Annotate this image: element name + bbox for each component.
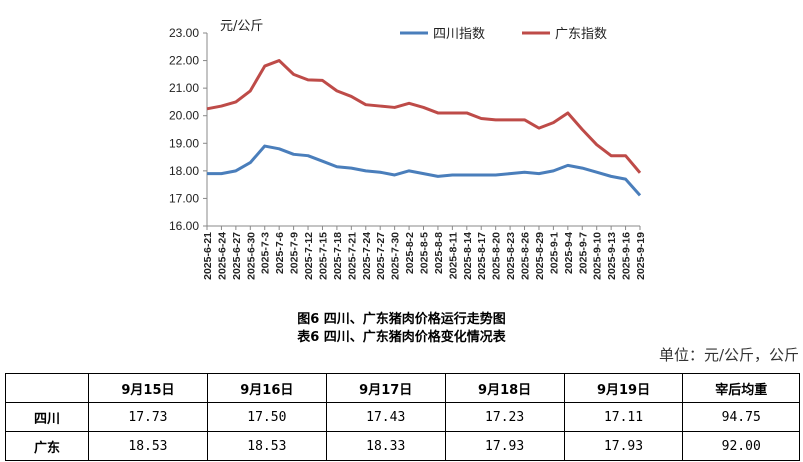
header-cell: 9月16日 [206, 373, 327, 403]
header-cell: 9月15日 [88, 373, 208, 403]
x-tick-label: 2025-6-27 [231, 232, 243, 280]
series-line-sichuan [207, 144, 642, 197]
x-tick-label: 2025-8-8 [433, 232, 445, 274]
y-tick-label: 16.00 [169, 219, 199, 233]
legend-label: 四川指数 [433, 27, 485, 42]
unit-label: 元/公斤 [220, 19, 263, 34]
x-tick-label: 2025-6-30 [245, 232, 257, 280]
cell: 17.43 [325, 402, 446, 432]
x-tick-label: 2025-9-10 [592, 232, 604, 280]
header-cell: 宰后均重 [682, 373, 800, 403]
cell: 17.93 [444, 431, 565, 461]
x-tick-label: 2025-7-30 [390, 232, 402, 280]
cell: 17.50 [206, 402, 327, 432]
x-tick-label: 2025-7-9 [289, 232, 301, 274]
x-tick-label: 2025-7-15 [317, 232, 329, 280]
y-tick-label: 19.00 [169, 136, 199, 150]
cell: 94.75 [682, 402, 800, 432]
row-label: 广东 [5, 431, 89, 461]
x-tick-label: 2025-7-3 [260, 232, 272, 274]
y-tick-label: 17.00 [169, 191, 199, 205]
cell: 18.53 [206, 431, 327, 461]
x-tick-label: 2025-9-16 [621, 232, 633, 280]
unit-label: 单位：元/公斤，公斤 [658, 346, 799, 364]
x-tick-label: 2025-8-26 [520, 232, 532, 280]
y-tick-label: 20.00 [169, 109, 199, 123]
header-cell: 9月17日 [325, 373, 446, 403]
y-tick-label: 23.00 [169, 26, 199, 40]
x-tick-label: 2025-9-7 [577, 232, 589, 274]
x-tick-label: 2025-8-20 [491, 232, 503, 280]
x-tick-label: 2025-8-29 [534, 232, 546, 280]
figure-caption: 图6 四川、广东猪肉价格运行走势图 [297, 312, 506, 327]
cell: 17.93 [563, 431, 684, 461]
x-tick-label: 2025-7-27 [375, 232, 387, 280]
x-tick-label: 2025-7-12 [303, 232, 315, 280]
y-tick-label: 21.00 [169, 81, 199, 95]
cell: 92.00 [682, 431, 800, 461]
x-tick-label: 2025-7-24 [361, 232, 373, 280]
cell: 18.33 [325, 431, 446, 461]
table-row: 广东 18.53 18.53 18.33 17.93 17.93 92.00 [5, 431, 800, 461]
x-tick-label: 2025-9-19 [635, 232, 647, 280]
x-tick-label: 2025-8-23 [505, 232, 517, 280]
cell: 17.23 [444, 402, 565, 432]
x-tick-label: 2025-8-5 [419, 232, 431, 274]
x-tick-label: 2025-9-13 [606, 232, 618, 280]
series-line-guangdong [206, 59, 642, 174]
price-chart: 16.00 17.00 18.00 19.00 20.00 21.00 22.00 23.00… [169, 19, 647, 280]
header-cell: 9月18日 [444, 373, 565, 403]
x-tick-label: 2025-8-14 [462, 232, 474, 280]
table-caption: 表6 四川、广东猪肉价格变化情况表 [297, 330, 506, 345]
table-row: 四川 17.73 17.50 17.43 17.23 17.11 94.75 [5, 402, 800, 432]
x-tick-label: 2025-7-6 [274, 232, 286, 274]
cell: 17.11 [563, 402, 684, 432]
x-tick-label: 2025-6-21 [202, 232, 214, 280]
header-cell: 9月19日 [563, 373, 684, 403]
x-tick-label: 2025-9-1 [548, 232, 560, 274]
x-tick-label: 2025-7-21 [346, 232, 358, 280]
x-tick-label: 2025-8-11 [447, 232, 459, 279]
row-label: 四川 [5, 402, 89, 432]
x-tick-label: 2025-9-4 [563, 232, 575, 274]
cell: 17.73 [88, 402, 208, 432]
x-tick-label: 2025-7-18 [332, 232, 344, 280]
x-tick-label: 2025-6-24 [216, 232, 228, 280]
cell: 18.53 [88, 431, 208, 461]
x-tick-label: 2025-8-17 [476, 232, 488, 280]
y-tick-label: 22.00 [169, 54, 199, 68]
table-header-row: 9月15日 9月16日 9月17日 9月18日 9月19日 宰后均重 [5, 373, 800, 403]
x-tick-label: 2025-8-2 [404, 232, 416, 274]
y-tick-label: 18.00 [169, 164, 199, 178]
header-cell [5, 373, 89, 403]
price-table: 9月15日 9月16日 9月17日 9月18日 9月19日 宰后均重 四川 17… [5, 373, 800, 461]
legend-label: 广东指数 [555, 27, 607, 42]
